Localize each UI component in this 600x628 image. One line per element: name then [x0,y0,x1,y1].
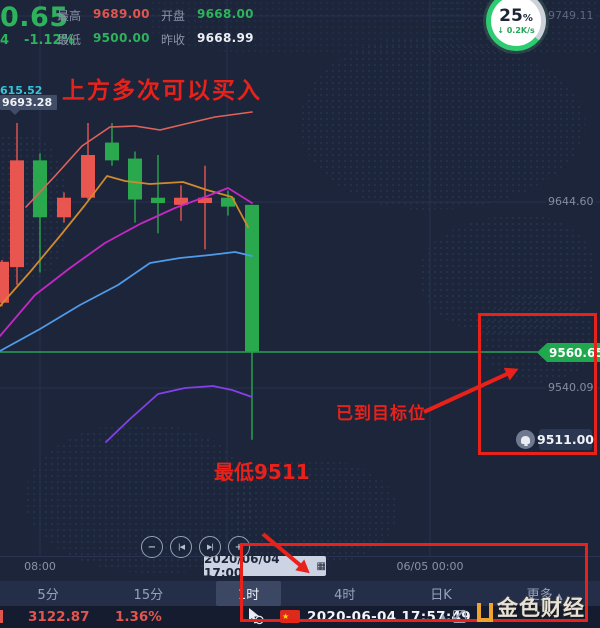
y-axis-label: 9540.09 [546,381,596,394]
timeframe-bar: 5分 15分 1时 4时 日K 更多 ▲ [0,581,600,606]
timeframe-tab[interactable]: 5分 [37,588,59,603]
zoom-in-icon: + [234,541,244,553]
gauge-speed: ↓ 0.2K/s [497,25,535,35]
zoom-out-icon: − [147,541,157,553]
watermark-text: 金色财经 [497,596,585,620]
gauge-percent: 25% [499,5,533,26]
stat-value: 9689.00 [93,7,150,21]
last-price: 0.65 [0,2,69,33]
caret-up-icon: ▲ [555,592,563,602]
ma-value-label: 615.52 [0,84,43,97]
bell-icon [521,435,530,446]
clipped-glyph [0,610,3,623]
edit-icon[interactable] [453,610,466,623]
y-axis-label: 9644.60 [546,195,596,208]
watermark: 金色财经 [477,592,585,622]
change-percent: -1.12% [24,33,75,48]
annotation-low-text: 最低9511 [214,460,310,484]
stat-value: 9500.00 [93,31,150,45]
y-axis-label: 9749.11 [546,9,596,22]
down-arrow-icon: ↓ [497,25,504,35]
gauge-face: 25% ↓ 0.2K/s [491,0,541,46]
skip-start-icon: |◀ [178,543,185,551]
skip-end-icon: ▶| [207,543,214,551]
stat-label: 昨收 [161,33,186,47]
stat-label: 开盘 [161,9,186,23]
stat-value: 9668.99 [197,31,254,45]
skip-start-button[interactable]: |◀ [170,536,192,558]
more-timeframes-button[interactable]: 更多 ▲ [526,588,563,603]
timeframe-tab[interactable]: 日K [430,588,452,603]
calendar-icon: ▦ [316,560,326,572]
index-change: 1.36% [115,609,162,625]
price-flag-label: 9693.28 [0,95,58,115]
ohlc-stats: 最高 9689.00 开盘 9668.00 最低 9500.00 昨收 9668.99 [57,7,265,55]
timeframe-tab[interactable]: 15分 [133,588,164,603]
x-axis-label: 06/05 00:00 [396,560,464,573]
stat-label: 最高 [57,9,82,23]
annotation-box-toolbar [240,543,588,622]
collapse-caret-icon[interactable]: ▲ [440,612,447,621]
alert-bell-button[interactable] [516,430,535,449]
annotation-buy-text: 上方多次可以买入 [62,78,262,104]
stat-value: 9668.00 [197,7,254,21]
skip-end-button[interactable]: ▶| [199,536,221,558]
stat-label: 最低 [57,33,82,47]
x-axis-label: 08:00 [24,560,56,573]
annotation-target-text: 已到目标位 [336,404,426,424]
change-value: 4 [0,33,10,48]
zoom-in-button[interactable]: + [228,536,250,558]
alert-price-tag[interactable]: 9511.00 [537,429,594,450]
jinse-logo-icon [477,603,493,622]
timeframe-tab[interactable]: 1时 [215,581,282,606]
price-change: 4 -1.12% [0,33,75,48]
index-value: 3122.87 [28,609,90,625]
annotation-box-target [478,313,597,455]
zoom-out-button[interactable]: − [141,536,163,558]
timeframe-tab[interactable]: 4时 [334,588,356,603]
